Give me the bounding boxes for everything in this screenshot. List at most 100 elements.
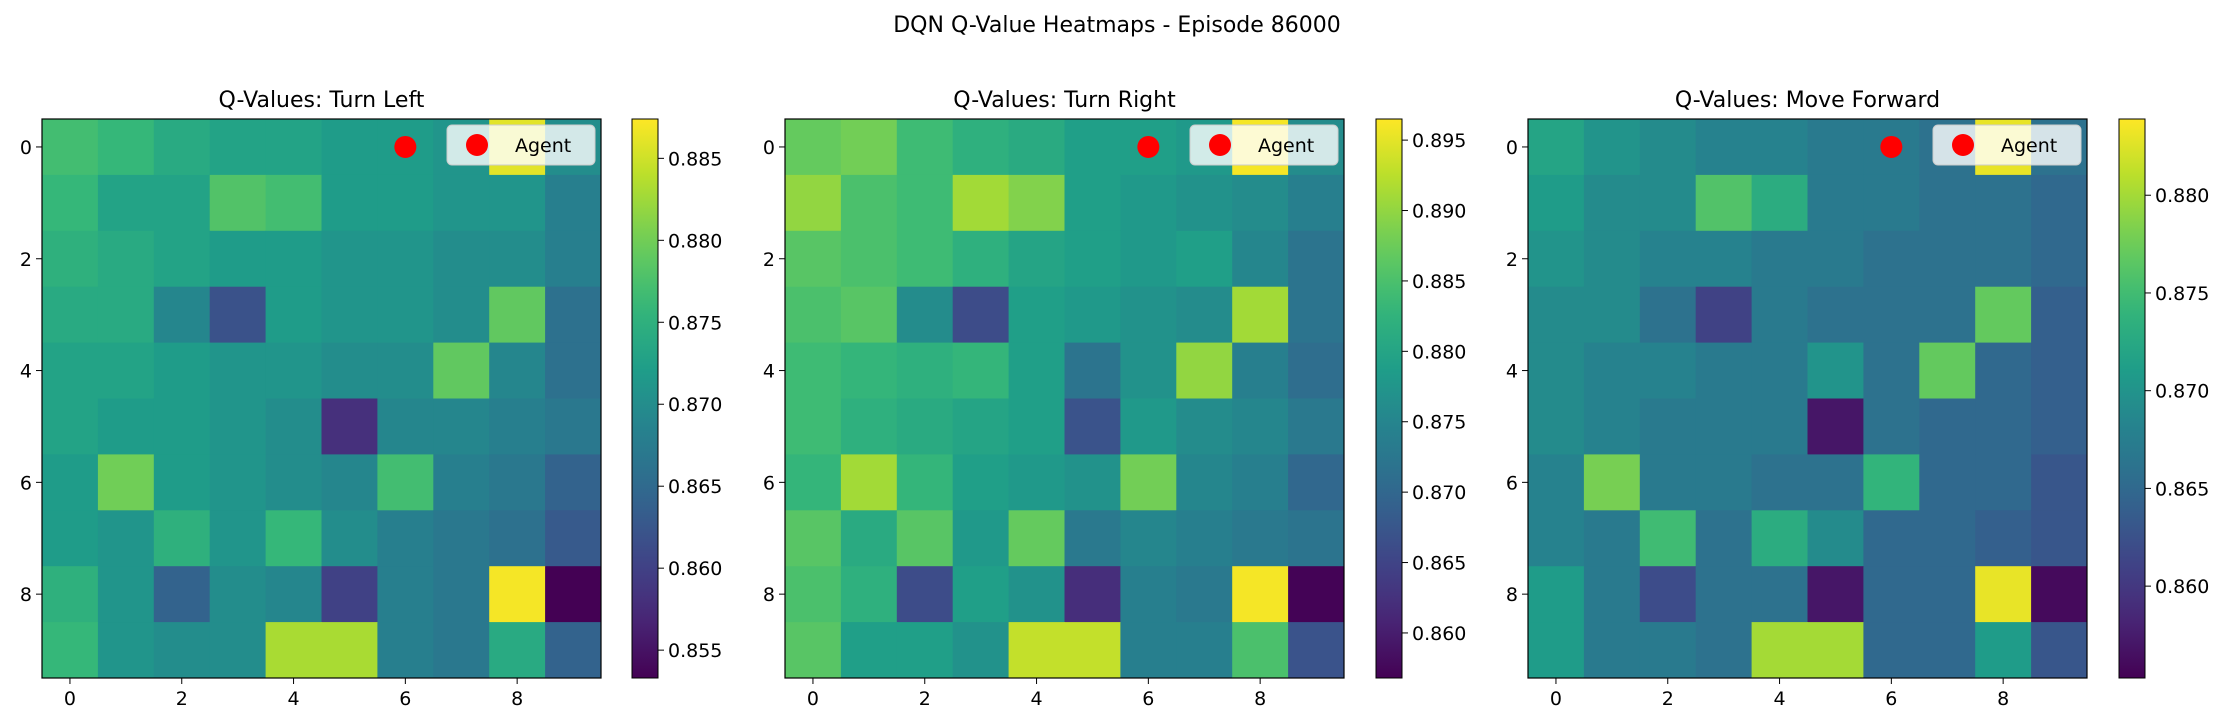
heatmap-cell [1176,622,1233,679]
heatmap-cell [1863,286,1920,344]
heatmap-cell [952,119,1010,176]
colorbar-tick-label: 0.890 [1412,201,1466,223]
heatmap-cell [1807,566,1864,623]
heatmap-cell [1583,566,1641,623]
heatmap-cell [1975,230,2032,288]
heatmap-cell [545,398,602,455]
heatmap-cell [42,510,99,567]
heatmap-cell [153,119,211,176]
heatmap-cell [1288,174,1345,232]
heatmap-cell [1232,510,1289,567]
heatmap-cell [433,230,490,288]
heatmap-cell [321,286,378,344]
heatmap-cell [1919,174,1976,232]
x-tick-label: 8 [1997,688,2009,710]
heatmap-cell [321,119,378,176]
x-tick-label: 8 [1254,688,1266,710]
heatmap-panel: Q-Values: Turn Right 0 2 4 6 8 0 2 4 6 8 Agent 0.860… [763,88,1467,710]
heatmap-cell [97,286,155,344]
heatmap-cell [1176,174,1233,232]
heatmap-panel: Q-Values: Turn Left 0 2 4 6 8 0 2 4 6 8 Agent 0.855 0… [20,88,723,710]
heatmap-cell [489,622,546,679]
heatmap-cell [1751,510,1808,567]
heatmap-cell [1232,622,1289,679]
x-tick-label: 4 [288,688,300,710]
heatmap-cell [840,286,898,344]
heatmap-cell [785,622,842,679]
colorbar-tick-label: 0.895 [1412,130,1466,152]
axes-frame [41,118,602,679]
heatmap-cell [1639,342,1697,399]
heatmap-cell [321,454,378,511]
colorbar [1376,119,1402,678]
heatmap-cell [97,622,155,679]
heatmap-cell [840,510,898,567]
heatmap-cell [1863,342,1920,399]
heatmap-cell [1583,454,1641,511]
heatmap-cell [785,566,842,623]
heatmap-cell [1288,622,1345,679]
y-tick-label: 2 [763,249,775,271]
heatmap-cell [896,119,954,176]
heatmap-cell [952,398,1010,455]
heatmap-cell [1176,230,1233,288]
heatmap-cell [97,174,155,232]
heatmap-cell [321,398,378,455]
heatmap-cell [1807,510,1864,567]
heatmap-cell [377,286,434,344]
heatmap-cell [1120,230,1177,288]
heatmap-cell [377,342,434,399]
heatmap-cell [1288,566,1345,623]
colorbar-tick-label: 0.855 [668,640,722,662]
heatmap-cell [1695,286,1753,344]
heatmap-cell [952,566,1010,623]
colorbar-tick-label: 0.870 [2155,381,2209,403]
heatmap-cell [1120,174,1177,232]
heatmap-cell [489,230,546,288]
heatmap-cell [952,510,1010,567]
heatmap-cell [952,286,1010,344]
heatmap-cell [42,398,99,455]
heatmap-cell [1695,119,1753,176]
heatmap-cell [1064,286,1121,344]
heatmap-cell [433,286,490,344]
heatmap-cell [153,510,211,567]
colorbar-tick-label: 0.875 [668,312,722,334]
heatmap-cell [545,342,602,399]
heatmap-cell [489,510,546,567]
heatmap-cell [840,454,898,511]
heatmap-cell [97,230,155,288]
heatmap-cell [840,566,898,623]
x-tick-label: 4 [1774,688,1786,710]
heatmap-cell [97,566,155,623]
heatmap-cell [1528,622,1585,679]
heatmap-cell [1807,454,1864,511]
x-tick-label: 6 [1885,688,1897,710]
axes-frame [1527,118,2088,679]
heatmap-cell [265,342,322,399]
heatmap-cell [265,174,322,232]
colorbar-frame [2118,118,2146,679]
heatmap-cell [433,174,490,232]
heatmap-cell [1583,119,1641,176]
y-tick-label: 6 [1506,472,1518,494]
heatmap-cell [1751,230,1808,288]
heatmap-cell [1120,398,1177,455]
y-tick-label: 6 [20,472,32,494]
heatmap-cell [1863,510,1920,567]
heatmap-cell [265,286,322,344]
heatmap-cell [433,342,490,399]
x-tick-label: 0 [1550,688,1562,710]
heatmap-cell [896,286,954,344]
heatmap-cell [321,342,378,399]
colorbar-tick-label: 0.885 [668,148,722,170]
heatmap-cell [1639,566,1697,623]
heatmap-cell [153,342,211,399]
colorbar-tick-label: 0.875 [2155,283,2209,305]
heatmap-cell [1176,454,1233,511]
heatmap-cell [1695,342,1753,399]
heatmap-cell [2031,398,2088,455]
y-tick-label: 8 [1506,584,1518,606]
heatmap-cell [489,174,546,232]
heatmap-cell [1064,398,1121,455]
